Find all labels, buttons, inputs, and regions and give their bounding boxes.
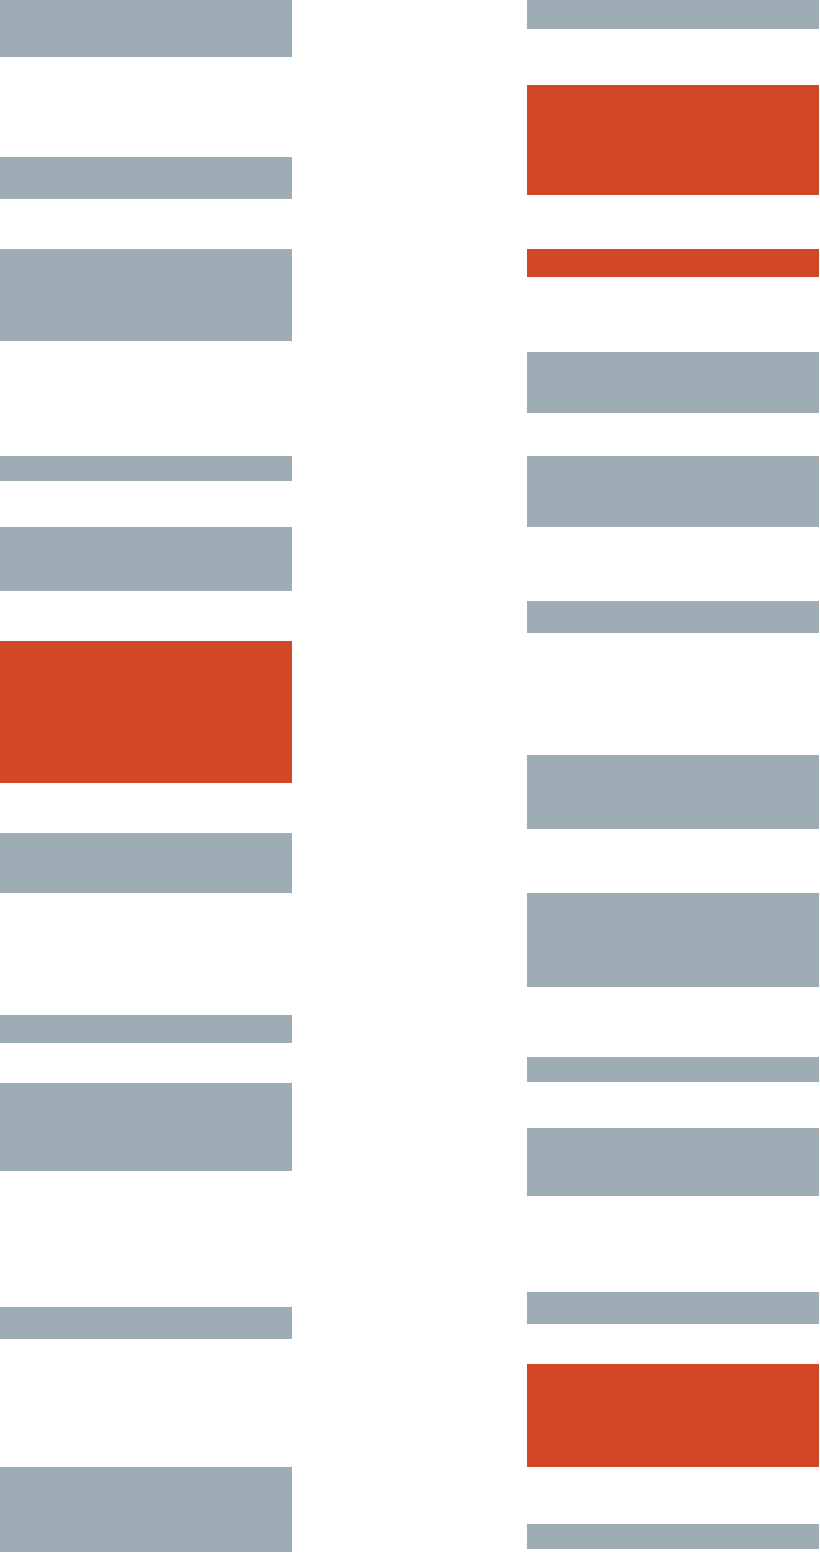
block [527, 755, 819, 829]
block [527, 352, 819, 413]
block [527, 456, 819, 527]
block [527, 1128, 819, 1196]
block [0, 249, 292, 341]
block [527, 1057, 819, 1082]
block [527, 601, 819, 633]
block [0, 1467, 292, 1552]
block [527, 1292, 819, 1324]
block [527, 1524, 819, 1549]
highlight-block [0, 641, 292, 783]
block [0, 456, 292, 481]
block [527, 893, 819, 987]
block [0, 157, 292, 199]
highlight-block [527, 249, 819, 277]
highlight-block [527, 85, 819, 195]
block [0, 527, 292, 591]
block [0, 1307, 292, 1339]
block [0, 833, 292, 893]
block [0, 1083, 292, 1171]
block [0, 1015, 292, 1043]
highlight-block [527, 1364, 819, 1467]
block [527, 0, 819, 29]
block [0, 0, 292, 57]
